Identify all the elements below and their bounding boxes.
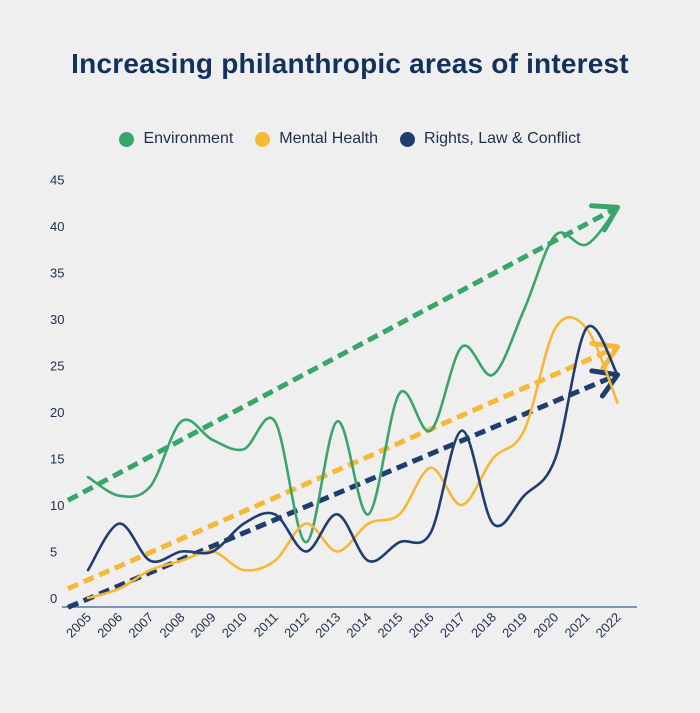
- x-tick-label: 2010: [219, 610, 250, 641]
- y-tick-label: 35: [50, 266, 64, 281]
- y-tick-label: 40: [50, 219, 64, 234]
- x-tick-label: 2009: [188, 610, 219, 641]
- series-line-mental-health: [86, 315, 619, 600]
- y-tick-label: 45: [50, 173, 64, 188]
- x-tick-label: 2019: [499, 610, 530, 641]
- y-tick-label: 0: [50, 591, 57, 606]
- x-tick-label: 2020: [530, 610, 561, 641]
- y-tick-label: 10: [50, 498, 64, 513]
- x-tick-label: 2013: [312, 610, 343, 641]
- y-tick-label: 15: [50, 452, 64, 467]
- x-tick-label: 2022: [593, 610, 624, 641]
- x-tick-label: 2018: [468, 610, 499, 641]
- legend-dot-environment: [119, 131, 135, 147]
- legend-dot-rights-law-conflict: [400, 131, 416, 147]
- trend-line-mental-health: [66, 344, 619, 591]
- trend-arrowhead-mental-health: [589, 340, 621, 371]
- trend-line-environment: [66, 205, 619, 503]
- legend-item-rights-law-conflict: Rights, Law & Conflict: [400, 130, 581, 148]
- y-tick-label: 30: [50, 312, 64, 327]
- legend: Environment Mental Health Rights, Law & …: [0, 130, 700, 148]
- y-tick-label: 5: [50, 545, 57, 560]
- x-tick-label: 2008: [157, 610, 188, 641]
- chart-title: Increasing philanthropic areas of intere…: [71, 48, 629, 79]
- x-tick-label: 2017: [437, 610, 468, 641]
- x-tick-label: 2016: [406, 610, 437, 641]
- x-tick-label: 2007: [125, 610, 156, 641]
- series-line-environment: [86, 206, 619, 544]
- legend-label-mental-health: Mental Health: [279, 130, 379, 147]
- trend-line-rights-law-conflict: [67, 372, 619, 610]
- x-tick-label: 2006: [94, 610, 125, 641]
- x-tick-label: 2011: [251, 610, 281, 640]
- x-tick-label: 2014: [343, 610, 374, 641]
- legend-label-environment: Environment: [143, 130, 234, 147]
- y-tick-label: 25: [50, 359, 64, 374]
- x-tick-label: 2012: [281, 610, 312, 641]
- x-tick-label: 2005: [63, 610, 94, 641]
- legend-item-environment: Environment: [119, 130, 233, 148]
- series-line-rights-law-conflict: [86, 324, 619, 572]
- x-tick-label: 2015: [375, 610, 406, 641]
- legend-item-mental-health: Mental Health: [255, 130, 378, 148]
- legend-dot-mental-health: [255, 131, 271, 147]
- y-tick-label: 20: [50, 405, 64, 420]
- x-tick-label: 2021: [561, 610, 592, 641]
- legend-label-rights-law-conflict: Rights, Law & Conflict: [424, 130, 581, 147]
